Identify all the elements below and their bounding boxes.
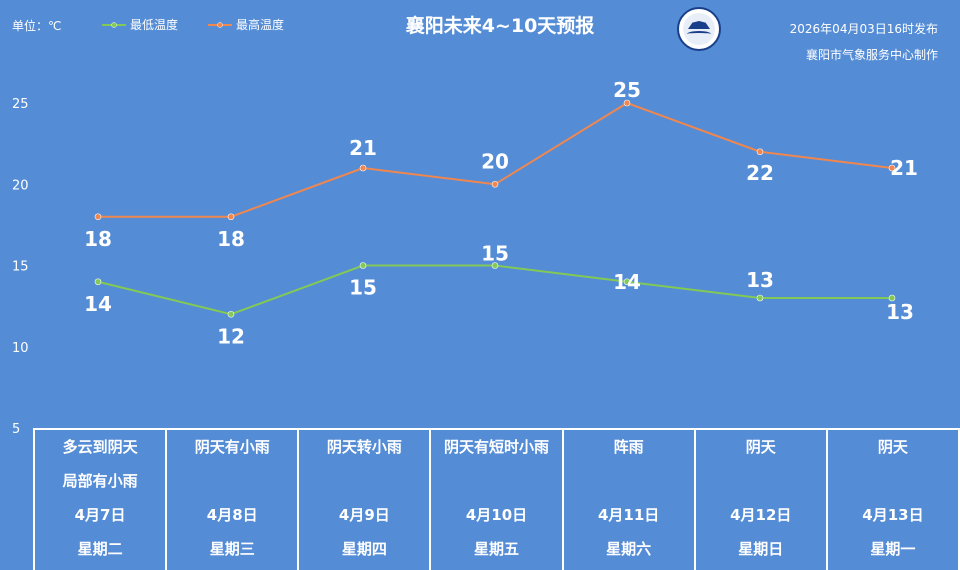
forecast-day: 多云到阴天局部有小雨 4月7日星期二 bbox=[32, 428, 168, 570]
publish-info: 2026年04月03日16时发布 襄阳市气象服务中心制作 bbox=[790, 16, 938, 68]
weather-line-1: 阴天 bbox=[745, 438, 776, 456]
high-temp-label: 18 bbox=[84, 227, 112, 251]
high-temp-label: 20 bbox=[481, 149, 509, 173]
weather-line-2 bbox=[828, 464, 958, 498]
weather-line-2 bbox=[167, 464, 297, 498]
weather-line-2: 局部有小雨 bbox=[62, 472, 138, 490]
weather-line-1: 阴天转小雨 bbox=[326, 438, 402, 456]
weather-line-2 bbox=[431, 464, 561, 498]
legend: 最低温度 最高温度 bbox=[102, 17, 284, 32]
day-weekday: 星期日 bbox=[738, 540, 784, 558]
forecast-day: 阴天转小雨 4月9日星期四 bbox=[297, 428, 432, 570]
low-temp-point[interactable] bbox=[623, 278, 631, 286]
day-weekday: 星期一 bbox=[870, 540, 916, 558]
forecast-day: 阴天 4月13日星期一 bbox=[825, 428, 960, 570]
weather-line-1: 多云到阴天 bbox=[62, 438, 138, 456]
low-temp-point[interactable] bbox=[756, 294, 764, 302]
day-date: 4月9日 bbox=[338, 506, 390, 524]
y-tick-label: 10 bbox=[12, 341, 29, 356]
day-date: 4月7日 bbox=[74, 506, 126, 524]
high-temp-point[interactable] bbox=[756, 148, 764, 156]
high-temp-point[interactable] bbox=[888, 164, 896, 172]
weather-line-1: 阴天有小雨 bbox=[194, 438, 270, 456]
legend-high-label: 最高温度 bbox=[236, 17, 284, 32]
legend-low[interactable]: 最低温度 bbox=[102, 17, 178, 32]
high-temp-label: 25 bbox=[613, 78, 641, 102]
low-temp-label: 12 bbox=[217, 324, 245, 348]
y-tick-label: 25 bbox=[12, 97, 29, 112]
day-date: 4月12日 bbox=[730, 506, 792, 524]
unit-label: 单位：℃ bbox=[12, 19, 62, 33]
high-temp-point[interactable] bbox=[491, 180, 499, 188]
low-temp-point[interactable] bbox=[94, 278, 102, 286]
low-temp-label: 14 bbox=[84, 292, 112, 316]
day-weekday: 星期二 bbox=[77, 540, 123, 558]
publish-time: 2026年04月03日16时发布 bbox=[789, 22, 938, 36]
high-temp-label: 18 bbox=[217, 227, 245, 251]
low-temp-label: 14 bbox=[613, 270, 641, 294]
legend-low-label: 最低温度 bbox=[130, 17, 178, 32]
weather-line-1: 阴天 bbox=[877, 438, 908, 456]
forecast-day: 阴天 4月12日星期日 bbox=[693, 428, 828, 570]
day-date: 4月10日 bbox=[465, 506, 528, 524]
day-date: 4月11日 bbox=[597, 506, 660, 524]
day-date: 4月8日 bbox=[206, 506, 258, 524]
weather-line-1: 阵雨 bbox=[613, 438, 644, 456]
forecast-day: 阵雨 4月11日星期六 bbox=[561, 428, 696, 570]
low-temp-point[interactable] bbox=[227, 310, 235, 318]
low-temp-point[interactable] bbox=[491, 262, 499, 269]
weather-line-2 bbox=[564, 464, 694, 498]
low-temp-label: 15 bbox=[481, 242, 509, 266]
day-weekday: 星期三 bbox=[209, 540, 255, 558]
high-temp-label: 21 bbox=[349, 136, 377, 160]
high-temp-point[interactable] bbox=[94, 213, 102, 221]
bureau-logo bbox=[677, 7, 721, 51]
day-weekday: 星期六 bbox=[606, 540, 652, 558]
day-date: 4月13日 bbox=[862, 506, 924, 524]
low-temp-point[interactable] bbox=[888, 294, 896, 302]
low-temp-label: 15 bbox=[349, 276, 377, 300]
day-weekday: 星期五 bbox=[473, 540, 519, 558]
low-temp-label: 13 bbox=[746, 268, 774, 292]
high-temp-point[interactable] bbox=[359, 164, 367, 172]
forecast-table: 多云到阴天局部有小雨 4月7日星期二 阴天有小雨 4月8日星期三 阴天转小雨 4月9日星期… bbox=[32, 428, 960, 570]
weather-line-2 bbox=[299, 464, 429, 498]
y-tick-label: 5 bbox=[12, 422, 20, 437]
high-temp-point[interactable] bbox=[227, 213, 235, 221]
weather-line-1: 阴天有短时小雨 bbox=[443, 438, 549, 456]
high-temp-point[interactable] bbox=[623, 99, 631, 107]
high-temp-label: 22 bbox=[746, 161, 774, 185]
forecast-day: 阴天有短时小雨 4月10日星期五 bbox=[429, 428, 564, 570]
high-temp-label: 21 bbox=[890, 156, 918, 180]
legend-high[interactable]: 最高温度 bbox=[208, 17, 284, 32]
y-tick-label: 20 bbox=[12, 178, 29, 193]
publisher: 襄阳市气象服务中心制作 bbox=[805, 48, 938, 62]
low-temp-label: 13 bbox=[886, 300, 914, 324]
forecast-day: 阴天有小雨 4月8日星期三 bbox=[165, 428, 300, 570]
wave-icon bbox=[687, 31, 711, 37]
pavilion-icon bbox=[688, 21, 710, 29]
low-temp-point[interactable] bbox=[359, 262, 367, 269]
weather-line-2 bbox=[696, 464, 826, 498]
y-tick-label: 15 bbox=[12, 260, 29, 275]
day-weekday: 星期四 bbox=[341, 540, 387, 558]
page-title: 襄阳未来4~10天预报 bbox=[405, 15, 595, 37]
